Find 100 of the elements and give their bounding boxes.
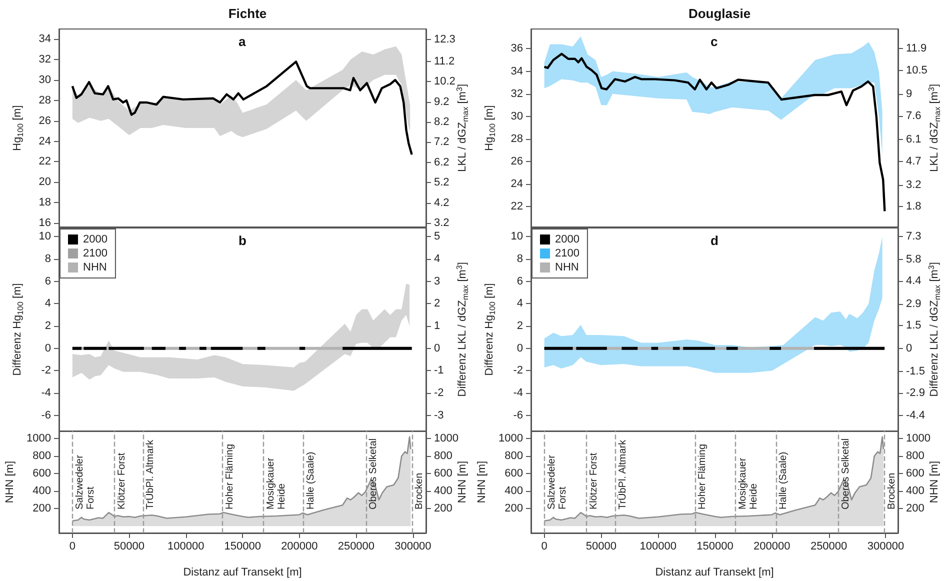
y2-tick-label: 4.2 — [434, 196, 450, 209]
y-tick-label: -6 — [513, 409, 523, 422]
ref-line-label: Klötzer Forst — [116, 452, 128, 510]
y-tick-label: 24 — [38, 135, 51, 148]
ref-line-label: TrÜbPl. Altmark — [144, 438, 156, 510]
x-tick-label: 0 — [541, 540, 548, 552]
y2-tick-label: 7.3 — [906, 230, 922, 243]
y-tick-label: 30 — [510, 110, 523, 122]
y-tick-label: 1000 — [26, 432, 51, 445]
y2-tick-label: 600 — [434, 468, 452, 480]
y2-tick-label: 2 — [434, 298, 440, 310]
x-tick-label: 250000 — [810, 540, 848, 552]
x-axis-title: Distanz auf Transekt [m] — [655, 566, 774, 578]
y-tick-label: 6 — [44, 275, 51, 288]
y-tick-label: 34 — [38, 33, 51, 46]
y-tick-label: -4 — [513, 387, 523, 400]
y-tick-label: 4 — [516, 298, 523, 310]
y2-tick-label: 200 — [434, 502, 452, 515]
ref-line-label: Hoher Fläming — [224, 444, 236, 510]
y-tick-label: 0 — [516, 342, 523, 354]
y-tick-label: 4 — [44, 298, 51, 310]
line-series — [543, 52, 886, 212]
y2-tick-label: 3.2 — [906, 178, 922, 191]
y-tick-label: 1000 — [498, 432, 523, 445]
y-tick-label: 32 — [38, 54, 51, 66]
x-tick-label: 300000 — [867, 540, 904, 552]
x-tick-label: 200000 — [754, 540, 790, 552]
y-tick-label: 0 — [44, 342, 51, 354]
chart-title: Fichte — [228, 6, 267, 21]
y-tick-label: -2 — [41, 364, 51, 377]
y2-tick-label: 12.3 — [434, 33, 456, 46]
y2-tick-label: 1000 — [906, 432, 930, 445]
y2-tick-label: 8.2 — [434, 116, 450, 128]
y2-tick-label: 4 — [434, 253, 440, 266]
y2-tick-label: 600 — [906, 468, 924, 480]
ref-line-label: Brocken — [886, 472, 898, 510]
y2-tick-label: 7.6 — [906, 110, 922, 122]
y2-tick-label: 0 — [434, 342, 440, 354]
ref-line-label: Oberes Selketal — [840, 438, 852, 510]
y2-tick-label: 1000 — [434, 432, 458, 445]
y2-tick-label: -2.9 — [906, 386, 925, 399]
y2-axis-title: NHN [m] — [456, 460, 468, 504]
ref-line-label: Oberes Selketal — [368, 438, 379, 510]
y-axis-title: NHN [m] — [4, 460, 16, 504]
y2-tick-label: 11.2 — [434, 55, 455, 68]
y2-tick-label: 4.4 — [906, 275, 922, 288]
annotation: d — [710, 233, 718, 248]
y2-tick-label: 4.7 — [906, 155, 922, 168]
y2-axis-title: Differenz LKL / dGZmax [m3] — [455, 262, 470, 397]
y-tick-label: 400 — [504, 485, 523, 498]
annotation: a — [238, 34, 246, 49]
y-tick-label: 200 — [504, 502, 523, 515]
y2-tick-label: 0 — [906, 342, 912, 354]
y2-tick-label: 10.5 — [906, 64, 928, 77]
y2-tick-label: 5.2 — [434, 176, 450, 189]
annotation: c — [710, 34, 718, 49]
line-series — [71, 60, 413, 156]
y2-tick-label: -2 — [434, 387, 444, 400]
y2-tick-label: 9 — [906, 88, 912, 100]
x-tick-label: 300000 — [394, 540, 432, 552]
y-tick-label: 200 — [32, 502, 51, 515]
y-tick-label: 800 — [32, 450, 51, 462]
ref-line-label: Halle (Saale) — [778, 452, 789, 510]
y2-tick-label: 1.5 — [906, 319, 922, 332]
y-tick-label: 30 — [38, 74, 51, 86]
y2-tick-label: 200 — [906, 502, 924, 515]
y2-tick-label: 6.1 — [906, 133, 922, 146]
y-tick-label: 2 — [44, 320, 51, 332]
x-tick-label: 0 — [69, 540, 76, 552]
y-tick-label: 34 — [510, 65, 523, 78]
x-tick-label: 100000 — [168, 540, 204, 552]
y2-tick-label: 7.2 — [434, 136, 450, 148]
chart-title: Douglasie — [688, 6, 751, 21]
y2-tick-label: 1.8 — [906, 200, 922, 213]
y-tick-label: -4 — [41, 387, 51, 400]
y-tick-label: 600 — [504, 468, 523, 480]
y-tick-label: 8 — [44, 253, 51, 266]
x-axis-title: Distanz auf Transekt [m] — [183, 566, 302, 578]
ref-line-label: Hoher Fläming — [696, 444, 708, 510]
y2-tick-label: 3.2 — [434, 216, 450, 229]
y-tick-label: 8 — [516, 253, 523, 266]
x-tick-label: 100000 — [640, 540, 676, 552]
legend-label: 2000 — [83, 234, 108, 246]
legend-label: 2000 — [555, 234, 580, 246]
y2-axis-title: LKL / dGZmax [m3] — [927, 84, 942, 172]
y-tick-label: -6 — [41, 409, 51, 422]
y-axis-title: Hg100 [m] — [12, 105, 25, 151]
y2-tick-label: -3 — [434, 409, 444, 422]
y-tick-label: 10 — [510, 230, 523, 243]
y-tick-label: 22 — [38, 156, 51, 168]
y2-tick-label: -4.4 — [906, 410, 925, 422]
y2-tick-label: 800 — [906, 450, 924, 462]
y-axis-title: Differenz Hg100 [m] — [12, 283, 25, 376]
y-tick-label: 800 — [504, 450, 523, 462]
legend-label: 2100 — [555, 248, 580, 260]
y2-tick-label: 11.9 — [906, 42, 927, 55]
annotation: b — [238, 233, 246, 248]
y-tick-label: 26 — [510, 156, 523, 168]
ref-line-label: Salzwedeler Forst — [74, 454, 96, 510]
legend-label: NHN — [83, 262, 107, 274]
